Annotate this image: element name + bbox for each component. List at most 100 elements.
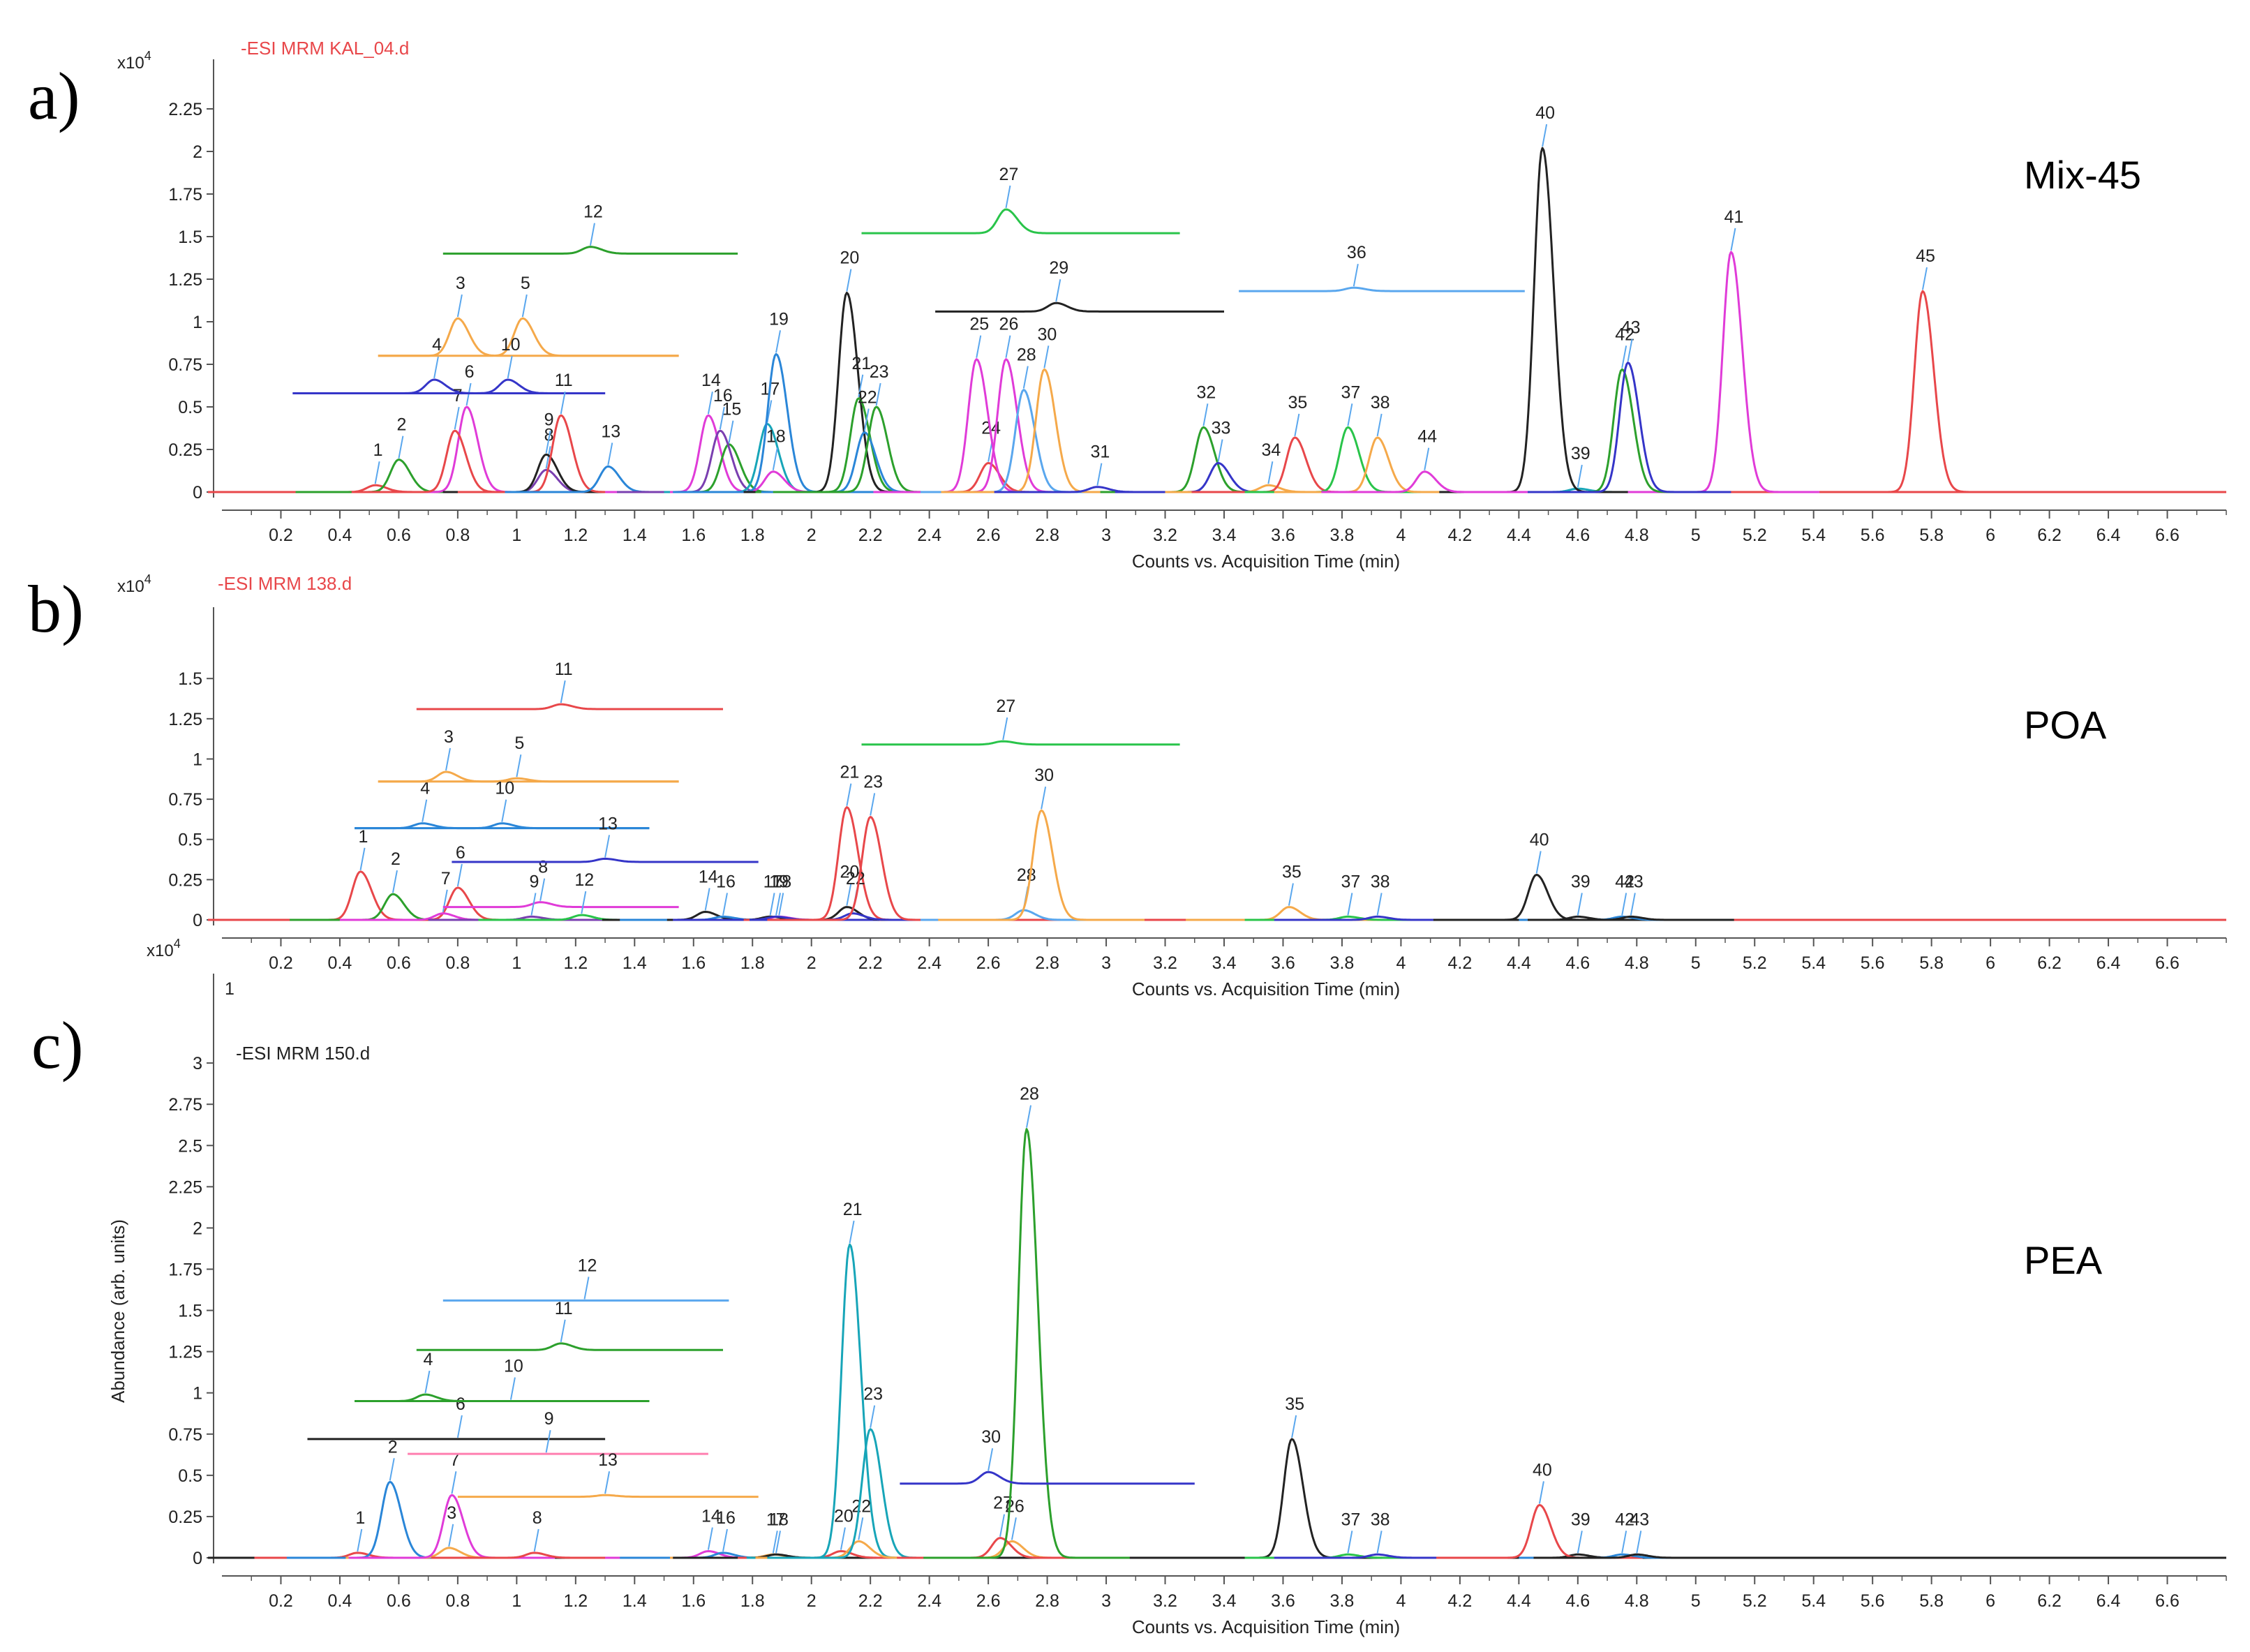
y-tick-label: 1.5	[178, 1302, 202, 1321]
peak-label: 19	[769, 309, 789, 329]
exponent-power: 4	[174, 937, 181, 951]
x-tick-label: 4.4	[1507, 1591, 1531, 1611]
peak-label: 28	[1017, 345, 1036, 365]
peak-label: 42	[1615, 872, 1634, 891]
peak-trace	[295, 459, 502, 493]
peak-label-leader	[1621, 345, 1627, 369]
x-tick-label: 0.8	[445, 953, 470, 973]
x-tick-label: 0.8	[445, 1591, 470, 1611]
peak-label-leader	[1535, 851, 1542, 874]
x-tick-label: 3.2	[1153, 1591, 1177, 1611]
peak-trace	[1436, 1503, 1643, 1559]
x-tick-label: 0.4	[328, 953, 352, 973]
peak-label: 18	[769, 1510, 789, 1529]
peak-trace	[428, 915, 635, 921]
y-tick-label: 1.5	[178, 669, 202, 689]
peak-label-leader	[1055, 278, 1061, 302]
x-tick-label: 2	[807, 1591, 817, 1611]
y-tick-label: 1.25	[168, 1343, 202, 1362]
peak-label: 2	[388, 1437, 398, 1457]
peak-label: 37	[1341, 382, 1360, 402]
x-tick-label: 6	[1985, 1591, 1995, 1611]
peak-label-leader	[775, 1531, 782, 1554]
peak-label: 41	[1724, 207, 1744, 227]
x-tick-label: 1	[512, 953, 521, 973]
x-tick-label: 3.8	[1330, 1591, 1355, 1611]
peak-label: 11	[555, 1299, 573, 1318]
peak-trace	[1627, 251, 1835, 493]
x-tick-label: 2.6	[976, 1591, 1001, 1611]
peak-label: 16	[713, 386, 733, 405]
peak-label: 34	[1261, 440, 1281, 460]
peak-trace	[378, 777, 679, 783]
peak-label-leader	[778, 893, 784, 916]
x-tick-label: 1.8	[740, 1591, 765, 1611]
peak-trace	[1528, 915, 1734, 921]
peak-label-leader	[1921, 267, 1928, 290]
sample-name: Mix-45	[2024, 153, 2141, 197]
y-tick-label: 1.5	[178, 228, 202, 247]
peak-label: 20	[840, 863, 859, 882]
peak-label-leader	[846, 783, 852, 806]
x-tick-label: 6.4	[2096, 953, 2121, 973]
panel-letter: c)	[31, 1008, 84, 1082]
peak-trace	[452, 857, 759, 863]
y-tick-label: 0.5	[178, 1466, 202, 1486]
x-tick-label: 0.4	[328, 526, 352, 545]
peak-label: 13	[601, 422, 620, 441]
x-axis-title: Counts vs. Acquisition Time (min)	[1132, 978, 1400, 999]
peak-trace	[900, 1471, 1195, 1485]
x-tick-label: 5.4	[1801, 953, 1826, 973]
peak-label-leader	[1217, 439, 1223, 462]
x-tick-label: 6.2	[2037, 1591, 2062, 1611]
peak-label-leader	[451, 1471, 457, 1494]
exponent-label: x104	[117, 572, 151, 596]
peak-label: 1	[373, 440, 383, 460]
peak-trace	[292, 378, 606, 394]
peak-label-leader	[1577, 1531, 1583, 1554]
peak-label-leader	[456, 294, 463, 318]
peak-label-leader	[545, 431, 551, 454]
peak-label: 23	[863, 772, 883, 791]
peak-label: 42	[1615, 1510, 1634, 1529]
peak-label: 14	[701, 1507, 721, 1526]
peak-trace	[257, 870, 464, 921]
peak-label: 7	[449, 1450, 459, 1470]
peak-label-leader	[583, 1277, 590, 1300]
peak-label-leader	[1627, 338, 1633, 362]
y-tick-label: 0.5	[178, 831, 202, 850]
chart-panel-3: c)x104-ESI MRM 150.dPEA00.250.50.7511.25…	[31, 937, 2227, 1637]
peak-label: 30	[1037, 325, 1057, 344]
x-tick-label: 5	[1691, 526, 1701, 545]
x-tick-label: 2.8	[1035, 1591, 1059, 1611]
peak-label: 15	[722, 400, 742, 419]
x-tick-label: 5.2	[1743, 526, 1767, 545]
peak-label: 23	[863, 1385, 883, 1404]
peak-trace	[457, 1494, 759, 1498]
peak-trace	[1189, 1438, 1395, 1559]
peak-label-leader	[589, 223, 595, 246]
peak-label-leader	[581, 891, 587, 914]
peak-label-leader	[719, 406, 725, 430]
x-tick-label: 1.2	[563, 953, 588, 973]
x-tick-label: 0.2	[269, 1591, 293, 1611]
file-label: -ESI MRM 150.d	[236, 1043, 370, 1064]
peak-label-leader	[445, 747, 451, 771]
peak-label-leader	[728, 420, 734, 443]
x-tick-label: 4.2	[1447, 1591, 1472, 1611]
peak-label: 9	[544, 1409, 554, 1429]
peak-label-leader	[374, 461, 380, 484]
peak-label-leader	[976, 335, 982, 358]
peak-label-leader	[545, 1429, 551, 1453]
peak-label: 30	[981, 1427, 1001, 1447]
x-tick-label: 6.6	[2155, 1591, 2180, 1611]
y-tick-label: 1.75	[168, 1260, 202, 1280]
peak-label: 32	[1197, 382, 1216, 402]
x-tick-label: 4.2	[1447, 953, 1472, 973]
peak-label: 21	[851, 354, 871, 373]
peak-label-leader	[846, 269, 852, 292]
peak-label-leader	[530, 893, 537, 916]
peak-label-leader	[560, 392, 566, 415]
peak-label: 39	[1571, 1510, 1590, 1529]
